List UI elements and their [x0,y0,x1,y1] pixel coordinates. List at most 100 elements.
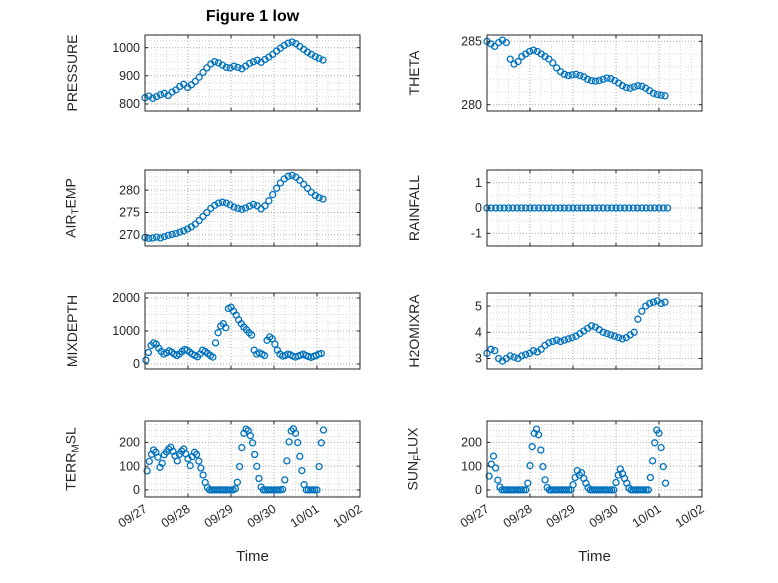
y-tick-labels: -1 0 1 [471,176,482,241]
x-tick-label: 09/27 [116,502,150,531]
data-point-marker [487,460,495,468]
y-axis-label-part: THETA [406,50,422,96]
subplot-airtemp: AIRTEMP 270 275 280 [55,165,375,251]
x-tick-label: 10/02 [331,502,365,531]
data-point-marker [249,58,258,66]
data-point-marker [491,42,499,51]
tick-marks [486,293,703,369]
data-point-marker [644,486,652,494]
x-tick-label: 09/30 [587,502,621,531]
data-point-marker [491,347,499,355]
y-axis-label-part: SL [62,427,79,445]
data-point-marker [648,457,657,465]
data-point-marker [568,71,576,79]
data-point-marker [541,476,549,484]
y-tick-label: 4 [475,326,482,340]
data-point-marker [158,459,166,467]
data-point-marker [168,230,176,239]
data-point-marker [625,204,633,212]
axis-box [144,34,361,112]
data-point-marker [626,84,634,92]
data-point-marker [611,332,619,340]
data-point-marker [572,70,580,78]
tick-marks [486,35,703,111]
data-point-marker [587,322,596,330]
data-point-marker [309,486,317,494]
x-axis-label-right: Time [578,548,611,565]
y-axis-label-part: AIR [62,214,79,238]
data-point-marker [553,64,561,72]
data-point-marker [530,204,538,212]
data-point-marker [154,453,162,461]
data-point-marker [253,56,261,64]
data-point-marker [246,432,255,440]
data-point-marker [168,88,176,96]
data-point-marker [614,333,623,342]
data-point-marker [583,75,592,83]
data-point-marker [514,57,522,66]
minor-grid [487,421,702,497]
data-point-marker [211,58,219,66]
data-point-marker [238,443,246,452]
data-point-marker [180,227,188,235]
data-point-marker [156,463,164,471]
data-point-marker [645,299,654,308]
y-tick-label: -1 [471,227,482,241]
data-point-marker [646,473,655,482]
data-point-marker [261,202,269,210]
data-point-marker [549,337,557,346]
data-point-marker [145,234,153,243]
data-point-marker [513,204,521,212]
data-point-marker [618,82,627,90]
subplot-sunflux: SUNFLUX 0 100 200 09/27 09/28 09/29 09/30 10/01… [397,416,717,542]
major-grid [486,35,703,111]
subplot-theta: THETA 280 285 [397,30,717,116]
data-point-marker [278,485,287,494]
data-point-marker [629,204,637,212]
minor-grid [145,35,360,112]
data-point-marker [160,89,168,97]
subplot-mixdepth: MIXDEPTH 0 1000 2000 [55,288,375,374]
data-point-marker [156,91,165,99]
data-point-marker [238,205,246,213]
y-tick-labels: 3 4 5 [475,299,482,365]
plot-area: 280 285 [461,34,703,112]
data-point-marker [195,216,203,225]
data-point-marker [556,204,564,212]
data-point-marker [614,471,622,479]
data-point-marker [502,38,510,47]
data-point-marker [214,199,223,207]
data-point-marker [298,466,306,475]
data-point-marker [303,184,312,192]
y-axis-label-part: F [412,454,424,461]
data-point-marker [560,204,569,212]
data-point-marker [543,204,551,212]
data-point-marker [659,204,667,212]
data-point-marker [203,64,211,72]
x-tick-label: 09/27 [458,502,492,531]
data-point-marker [569,204,577,212]
data-point-marker [142,356,150,364]
data-point-marker [655,204,663,212]
data-points [143,425,328,494]
data-point-marker [222,324,230,332]
data-point-marker [152,233,161,241]
axis-box [144,420,361,498]
major-grid [144,293,361,369]
y-axis-label-part: LUX [404,427,421,455]
subplot-pressure: PRESSURE 800 900 1000 [55,30,375,116]
data-point-marker [552,204,560,212]
data-point-marker [506,352,514,360]
data-points [141,171,327,243]
data-point-marker [152,92,161,101]
data-point-marker [618,335,627,343]
y-axis-label: RAINFALL [406,175,422,241]
x-tick-label: 09/30 [245,502,279,531]
data-point-marker [568,333,576,342]
data-point-marker [288,38,296,46]
data-point-marker [529,46,538,54]
y-tick-label: 285 [461,35,482,49]
plot-area: 0 100 200 09/27 09/28 09/29 09/30 10/01 10/02 [116,420,365,531]
data-point-marker [599,328,607,336]
major-grid [144,35,361,111]
